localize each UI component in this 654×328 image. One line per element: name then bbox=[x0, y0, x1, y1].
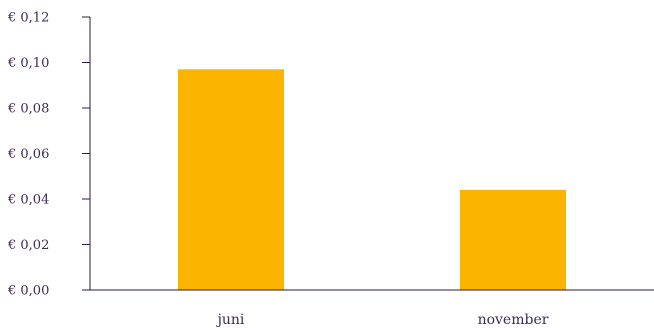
bar-juni bbox=[178, 69, 284, 290]
x-category-label: juni bbox=[216, 312, 245, 328]
x-category-label: november bbox=[478, 312, 549, 328]
x-axis-labels: juni november bbox=[216, 312, 549, 328]
y-tick-label: € 0,04 bbox=[7, 193, 49, 208]
bars bbox=[178, 69, 566, 290]
y-tick-label: € 0,06 bbox=[7, 147, 49, 162]
axes bbox=[89, 17, 654, 291]
y-tick-label: € 0,12 bbox=[7, 11, 49, 26]
y-axis-ticks: € 0,00 € 0,02 € 0,04 € 0,06 € 0,08 € 0,10 € 0,… bbox=[7, 11, 90, 299]
y-tick-label: € 0,10 bbox=[7, 56, 49, 71]
y-tick-label: € 0,00 bbox=[7, 284, 49, 299]
y-tick-label: € 0,02 bbox=[7, 238, 49, 253]
bar-november bbox=[460, 189, 566, 290]
y-tick-label: € 0,08 bbox=[7, 102, 49, 117]
